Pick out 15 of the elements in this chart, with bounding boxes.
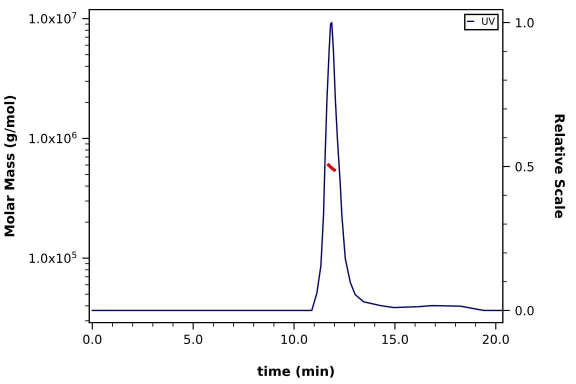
x-axis-title: time (min) <box>257 366 334 378</box>
x-tick-label: 20.0 <box>482 334 509 344</box>
y-axis-title: Molar Mass (g/mol) <box>4 96 18 236</box>
y-tick-label: 1.0x10$^{5}$ <box>30 252 76 264</box>
y2-axis-title: Relative Scale <box>554 114 566 218</box>
x-tick-label: 0.0 <box>83 334 102 344</box>
y2-tick-label: 0.0 <box>515 306 534 316</box>
x-tick-label: 10.0 <box>282 334 308 344</box>
y2-tick-label: 1.0 <box>516 18 534 28</box>
legend-label: UV <box>482 18 495 25</box>
y-tick-label: 1.0x10$^{7}$ <box>30 12 76 24</box>
x-tick-label: 5.0 <box>184 334 202 344</box>
y-tick-label: 1.0x10$^{6}$ <box>30 132 77 144</box>
x-tick-label: 15.0 <box>382 334 408 344</box>
y2-tick-label: 0.5 <box>515 162 534 172</box>
